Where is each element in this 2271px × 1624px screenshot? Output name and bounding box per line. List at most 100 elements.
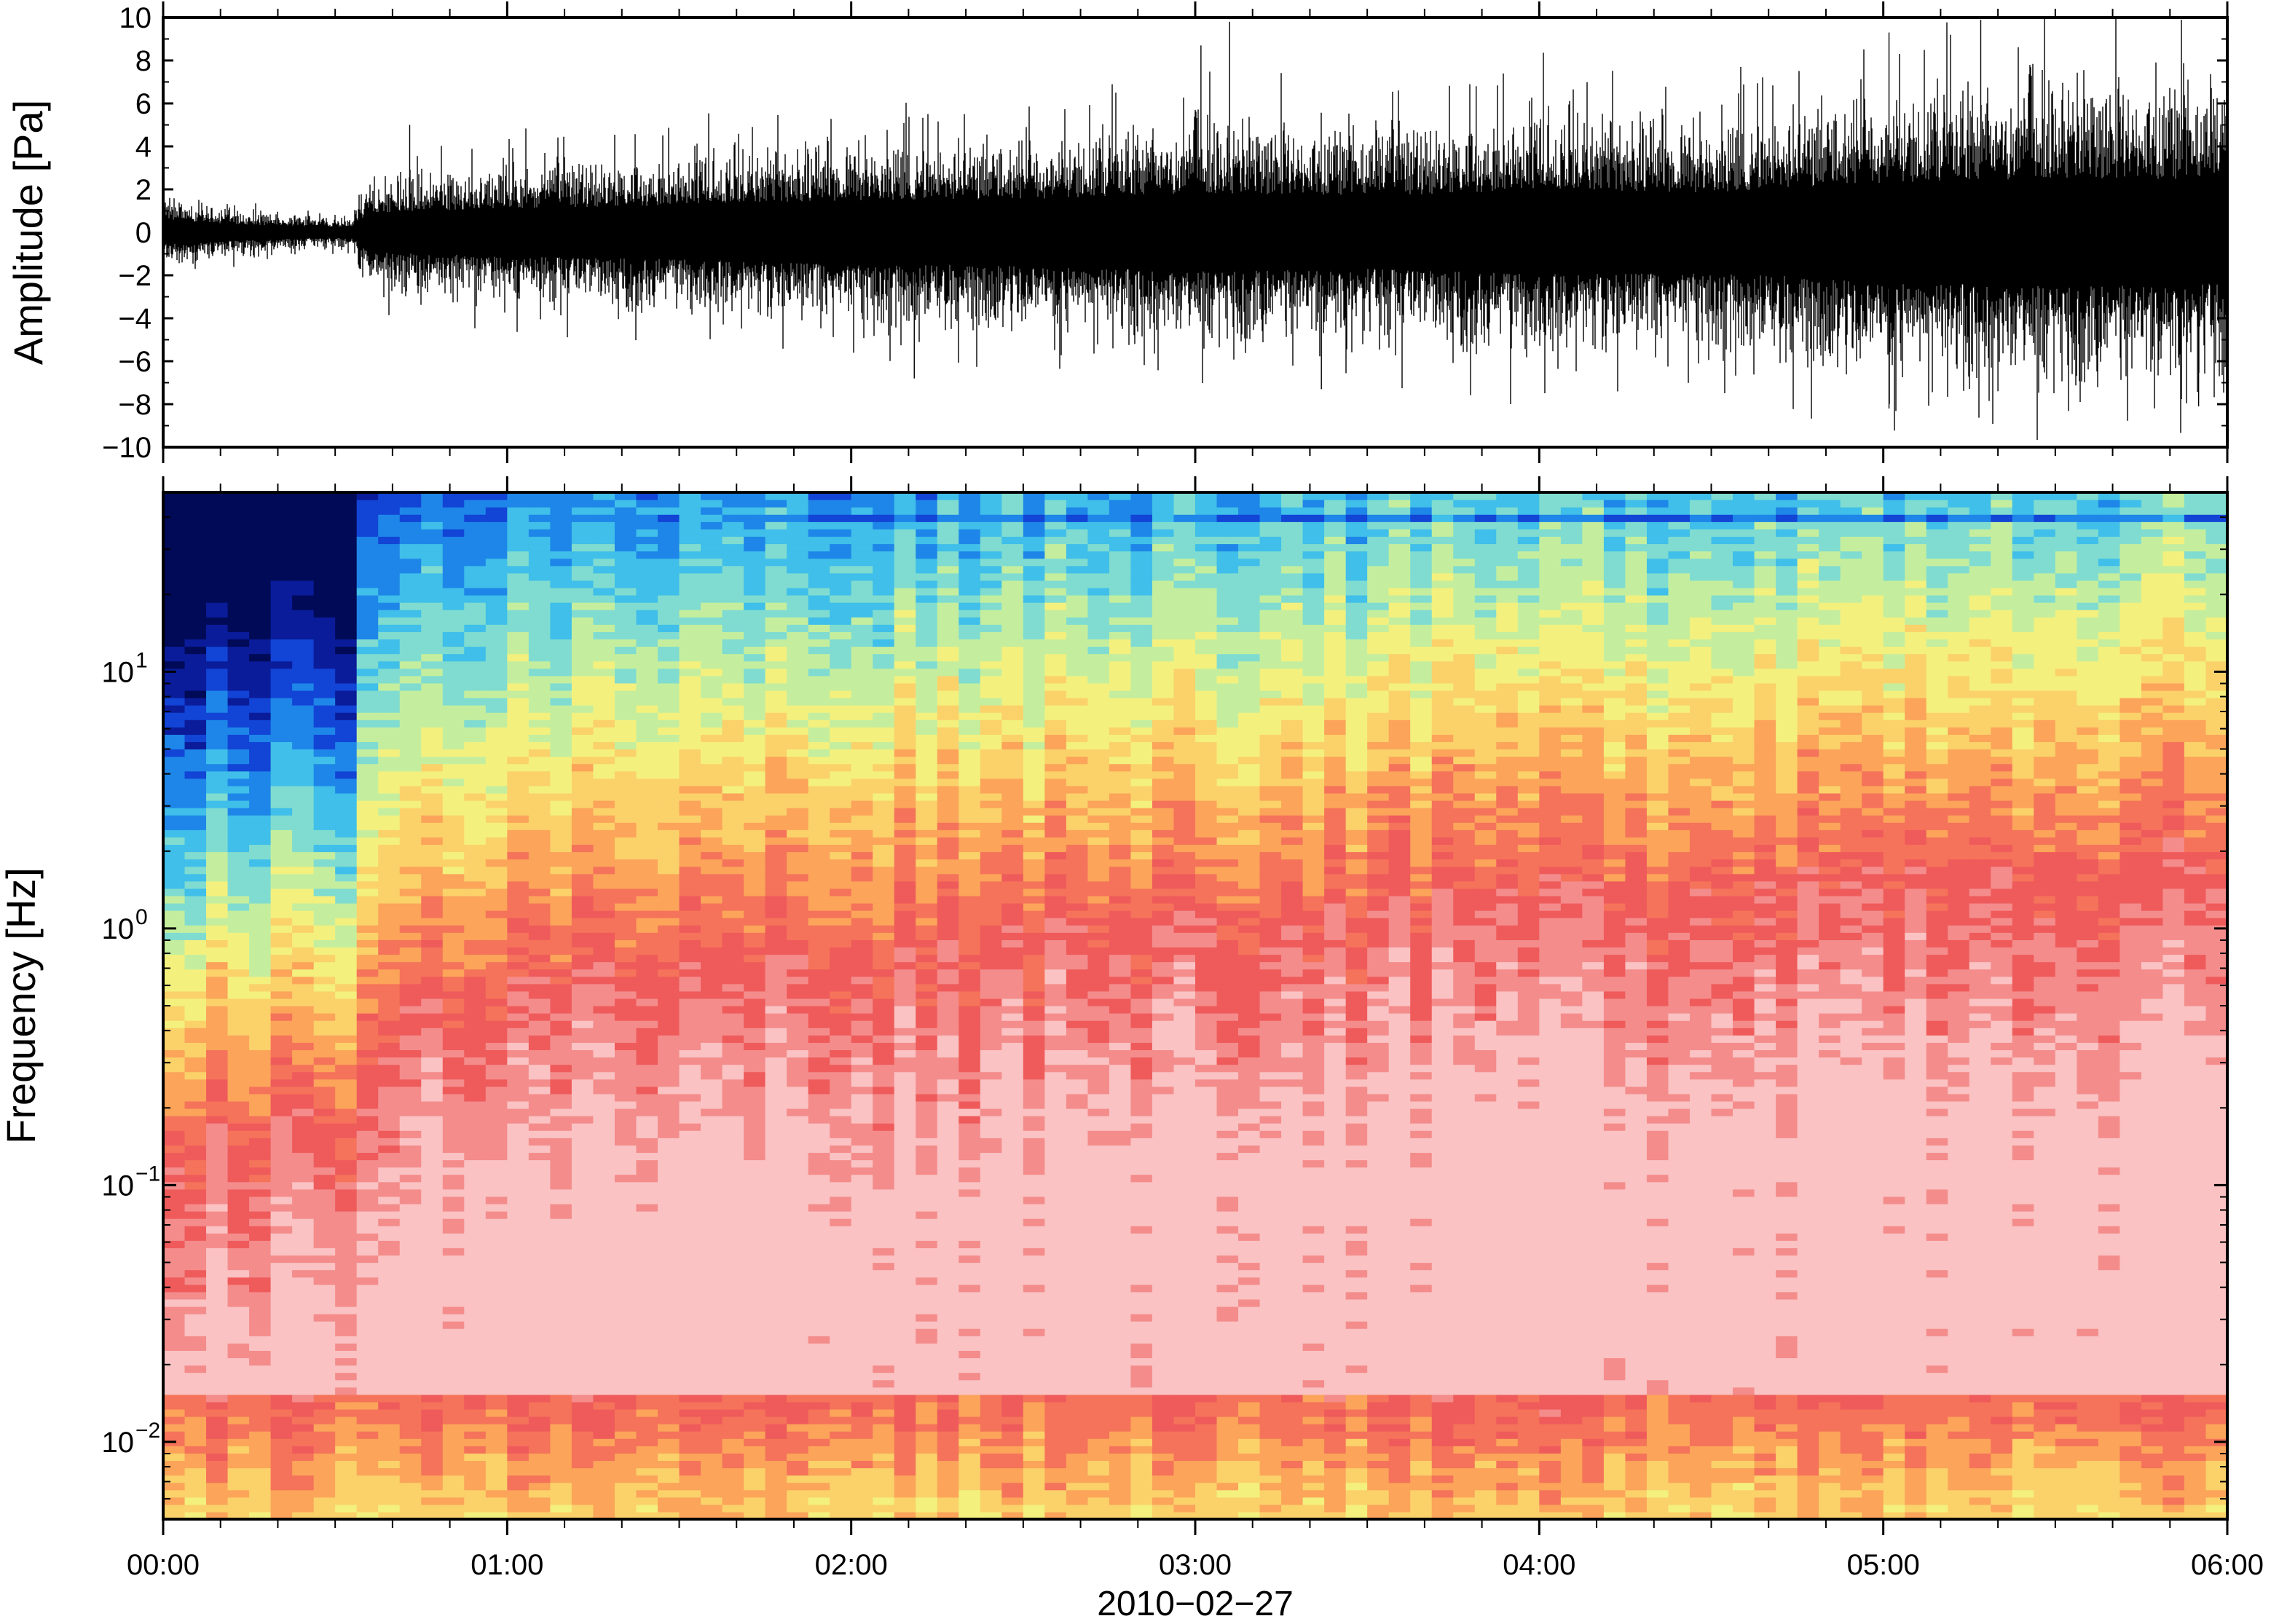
- spectrogram-cell: [249, 932, 272, 940]
- spectrogram-cell: [442, 690, 465, 698]
- spectrogram-cell: [464, 1504, 487, 1513]
- spectrogram-cell: [249, 939, 272, 948]
- spectrogram-cell: [485, 763, 508, 772]
- spectrogram-cell: [787, 565, 809, 574]
- spectrogram-cell: [507, 756, 530, 765]
- spectrogram-cell: [765, 1277, 787, 1285]
- spectrogram-cell: [593, 954, 615, 963]
- spectrogram-cell: [335, 1298, 358, 1307]
- spectrogram-cell: [571, 741, 594, 750]
- spectrogram-cell: [313, 932, 336, 940]
- spectrogram-cell: [249, 1211, 272, 1219]
- spectrogram-cell: [636, 837, 658, 845]
- spectrogram-cell: [378, 507, 401, 515]
- spectrogram-cell: [851, 939, 873, 948]
- spectrogram-cell: [593, 1446, 615, 1454]
- spectrogram-cell: [399, 675, 422, 684]
- spectrogram-cell: [657, 1357, 680, 1366]
- spectrogram-cell: [313, 1343, 336, 1351]
- spectrogram-cell: [657, 822, 680, 830]
- spectrogram-cell: [464, 785, 487, 794]
- spectrogram-cell: [851, 1013, 873, 1021]
- spectrogram-cell: [485, 1350, 508, 1359]
- spectrogram-cell: [163, 778, 186, 787]
- spectrogram-cell: [830, 1035, 852, 1043]
- spectrogram-cell: [270, 932, 293, 940]
- spectrogram-cell: [528, 1453, 551, 1462]
- spectrogram-cell: [528, 1475, 551, 1483]
- spectrogram-cell: [163, 1071, 186, 1080]
- spectrogram-cell: [614, 778, 637, 787]
- spectrogram-cell: [249, 1424, 272, 1432]
- spectrogram-cell: [184, 859, 207, 867]
- spectrogram-cell: [206, 1042, 229, 1051]
- spectrogram-cell: [184, 580, 207, 588]
- spectrogram-cell: [249, 763, 272, 772]
- spectrogram-cell: [206, 1079, 229, 1087]
- spectrogram-cell: [744, 844, 766, 853]
- spectrogram-cell: [507, 536, 530, 545]
- spectrogram-cell: [701, 888, 723, 896]
- spectrogram-cell: [206, 1028, 229, 1036]
- spectrogram-cell: [442, 1211, 465, 1219]
- spectrogram-cell: [571, 880, 594, 889]
- spectrogram-cell: [701, 1196, 723, 1205]
- spectrogram-cell: [313, 1431, 336, 1439]
- spectrogram-cell: [313, 565, 336, 574]
- spectrogram-cell: [744, 1167, 766, 1175]
- spectrogram-cell: [787, 785, 809, 794]
- spectrogram-cell: [636, 1497, 658, 1505]
- spectrogram-cell: [550, 514, 572, 522]
- spectrogram-cell: [206, 1174, 229, 1183]
- spectrogram-cell: [184, 1424, 207, 1432]
- spectrogram-cell: [657, 646, 680, 655]
- spectrogram-cell: [227, 1006, 250, 1014]
- spectrogram-cell: [421, 1203, 444, 1212]
- spectrogram-cell: [722, 1152, 744, 1161]
- spectrogram-cell: [507, 1431, 530, 1439]
- spectrogram-cell: [744, 1497, 766, 1505]
- spectrogram-cell: [614, 815, 637, 823]
- spectrogram-cell: [593, 1028, 615, 1036]
- spectrogram-cell: [528, 1416, 551, 1424]
- spectrogram-cell: [335, 1489, 358, 1498]
- spectrogram-cell: [206, 859, 229, 867]
- spectrogram-cell: [249, 800, 272, 808]
- spectrogram-cell: [227, 947, 250, 955]
- spectrogram-cell: [442, 1357, 465, 1366]
- spectrogram-cell: [485, 1482, 508, 1491]
- spectrogram-cell: [528, 800, 551, 808]
- spectrogram-cell: [701, 1401, 723, 1410]
- spectrogram-cell: [399, 1467, 422, 1476]
- spectrogram-cell: [184, 1277, 207, 1285]
- spectrogram-cell: [765, 969, 787, 977]
- spectrogram-cell: [593, 587, 615, 596]
- spectrogram-cell: [787, 580, 809, 588]
- spectrogram-cell: [485, 837, 508, 845]
- spectrogram-cell: [464, 734, 487, 743]
- spectrogram-cell: [335, 1365, 358, 1373]
- spectrogram-cell: [163, 1116, 186, 1124]
- spectrogram-cell: [636, 1116, 658, 1124]
- spectrogram-cell: [571, 639, 594, 647]
- spectrogram-cell: [421, 1049, 444, 1058]
- spectrogram-cell: [679, 1446, 701, 1454]
- spectrogram-cell: [399, 1174, 422, 1183]
- spectrogram-cell: [722, 1174, 744, 1183]
- spectrogram-cell: [399, 1314, 422, 1322]
- spectrogram-cell: [808, 1247, 830, 1256]
- spectrogram-cell: [550, 1247, 572, 1256]
- spectrogram-cell: [399, 565, 422, 574]
- spectrogram-cell: [399, 587, 422, 596]
- spectrogram-cell: [851, 983, 873, 992]
- spectrogram-cell: [808, 536, 830, 545]
- spectrogram-cell: [378, 925, 401, 933]
- spectrogram-cell: [614, 712, 637, 720]
- spectrogram-cell: [335, 990, 358, 999]
- spectrogram-cell: [464, 1306, 487, 1314]
- spectrogram-cell: [830, 859, 852, 867]
- spectrogram-cell: [313, 1277, 336, 1285]
- spectrogram-cell: [270, 1511, 293, 1520]
- spectrogram-cell: [765, 1284, 787, 1293]
- spectrogram-cell: [593, 705, 615, 713]
